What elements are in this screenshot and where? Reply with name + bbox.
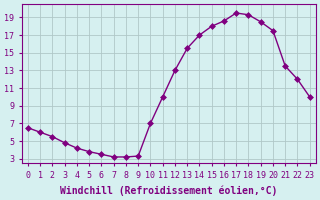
X-axis label: Windchill (Refroidissement éolien,°C): Windchill (Refroidissement éolien,°C) [60, 185, 277, 196]
